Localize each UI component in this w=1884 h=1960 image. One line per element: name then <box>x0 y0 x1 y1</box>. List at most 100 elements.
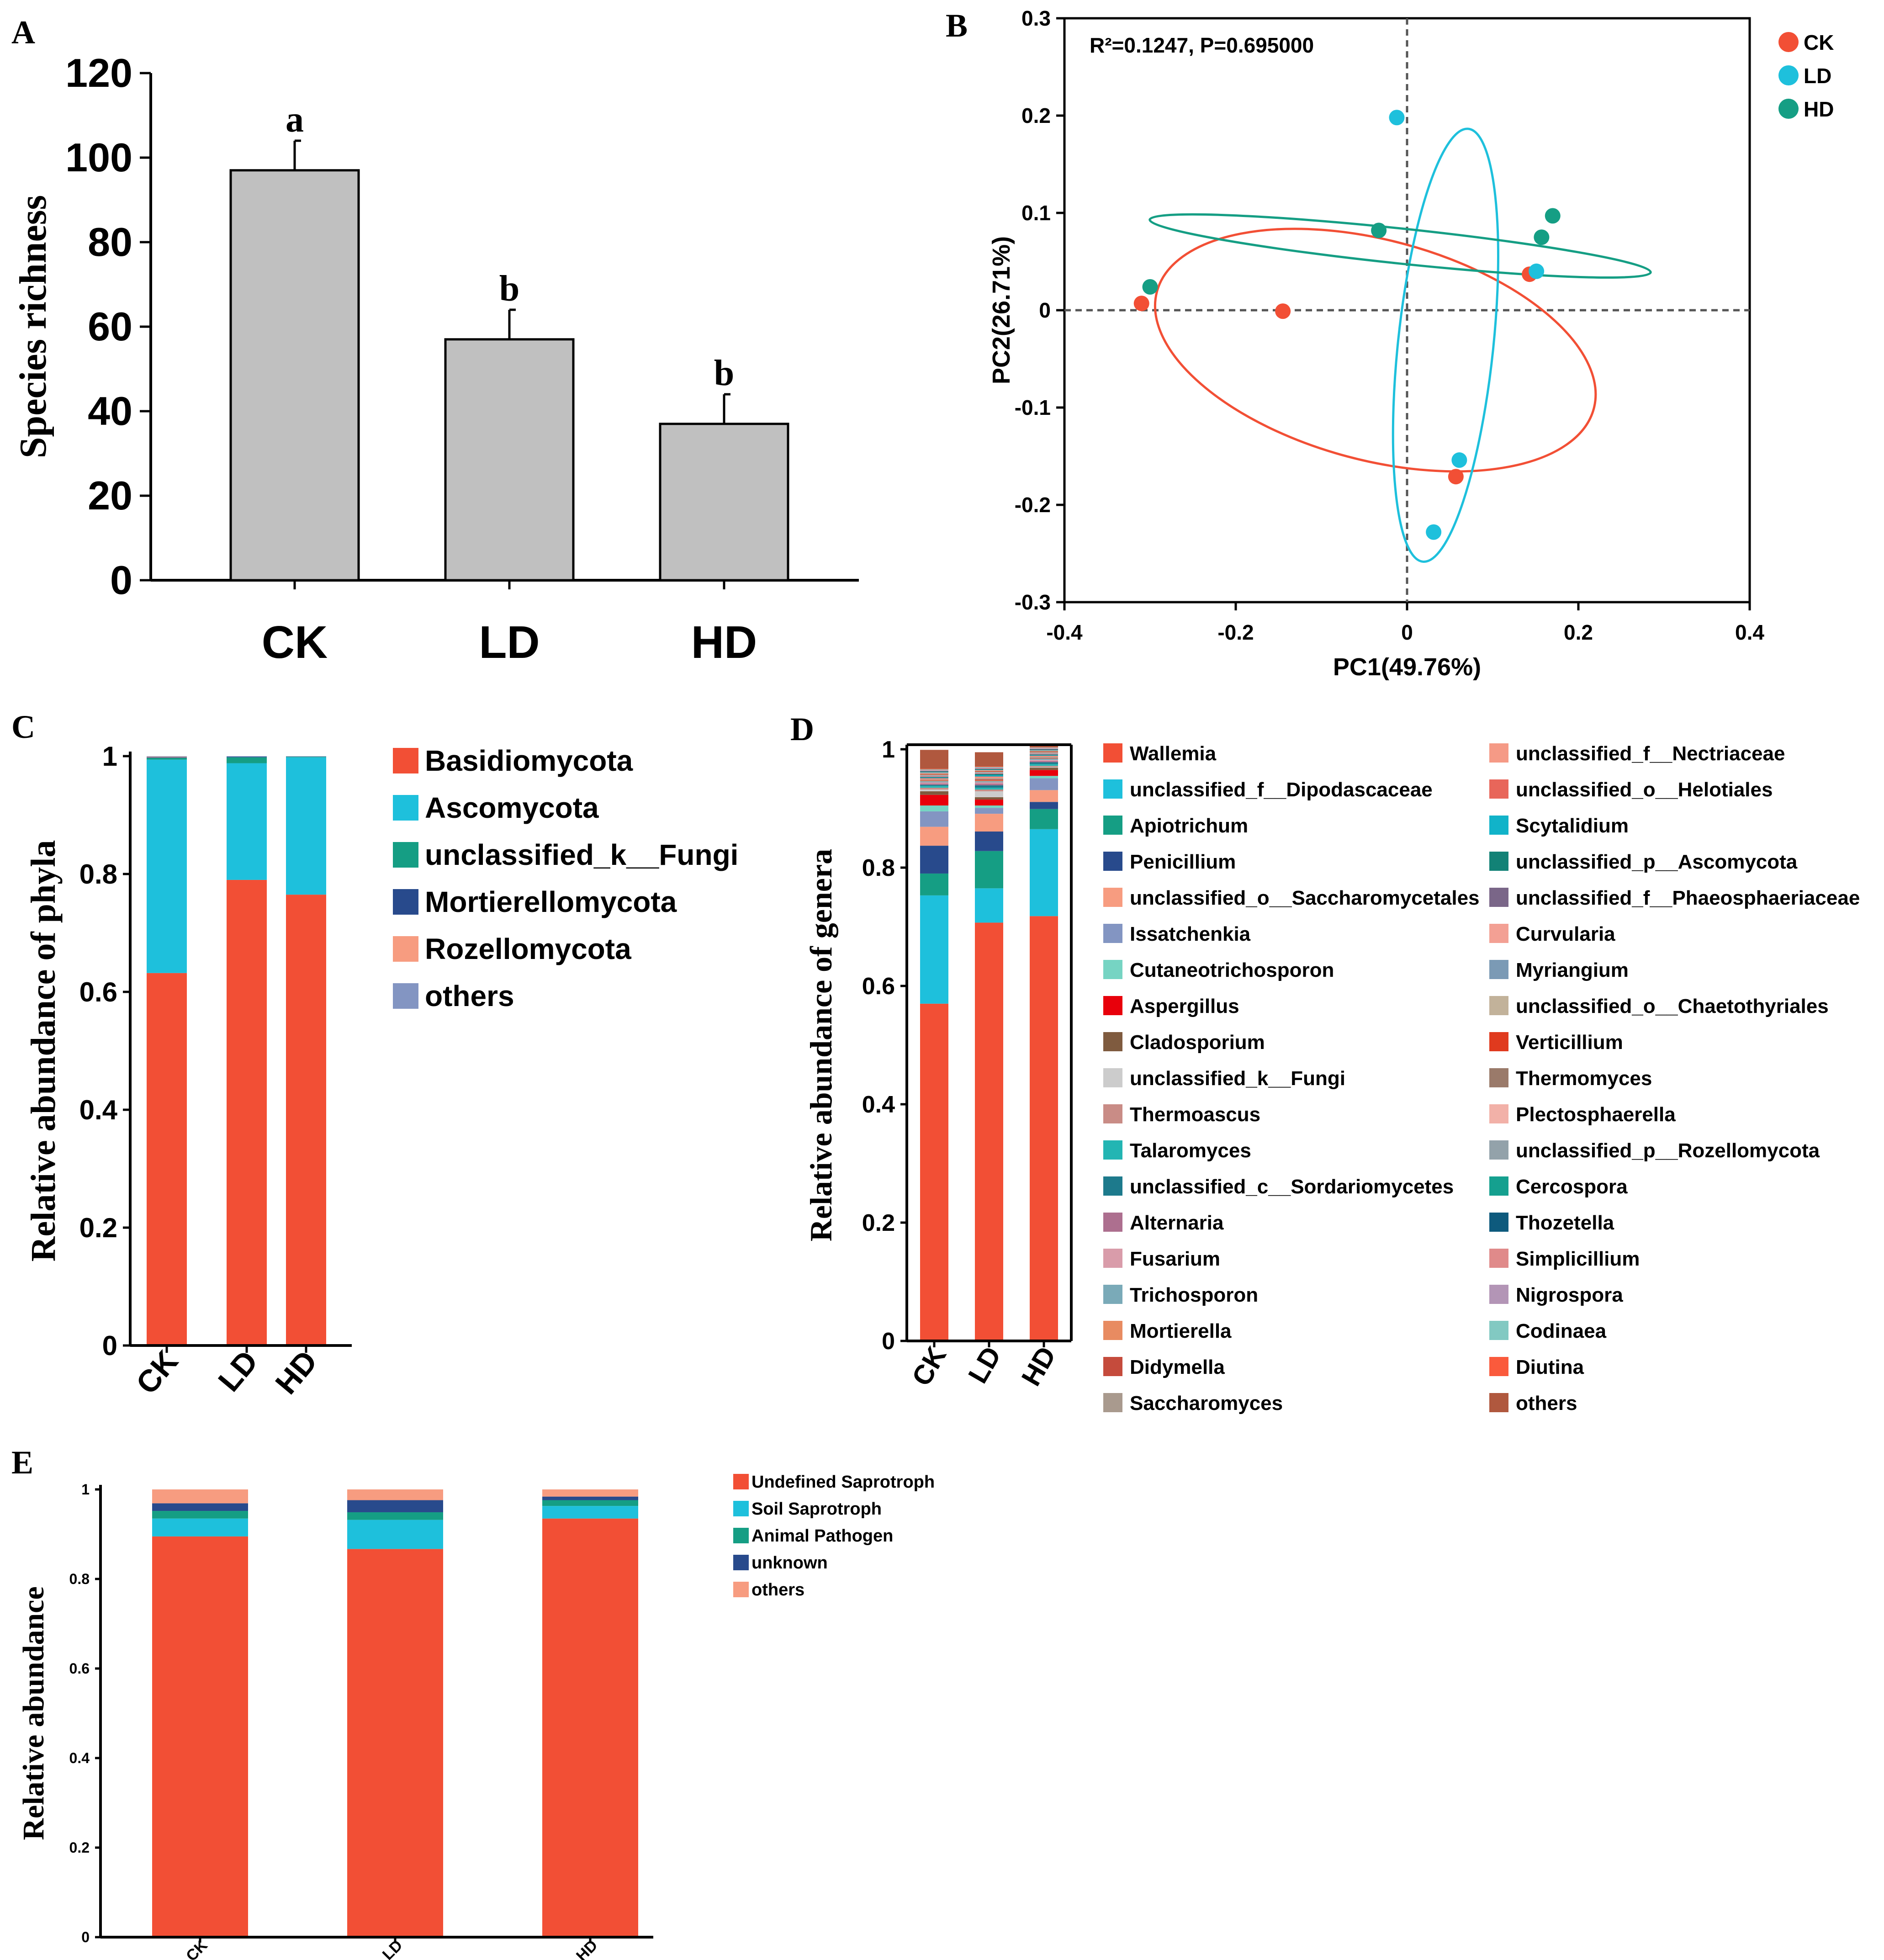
legend-label: Fusarium <box>1130 1248 1220 1270</box>
y-tick-label: 0 <box>81 1929 90 1945</box>
y-tick-label: 60 <box>88 304 132 349</box>
legend-swatch <box>1489 1104 1508 1123</box>
bar-segment-hd <box>1030 766 1058 767</box>
bar-segment-ld <box>975 781 1003 783</box>
bar-segment-hd <box>1030 761 1058 763</box>
bar-segment-ld <box>347 1489 443 1500</box>
legend-label: Penicillium <box>1130 851 1236 873</box>
panel-b-pcoa-chart: -0.4 -0.2 0 0.2 0.4 0.3 0.2 0.1 0 -0.1 -0.2 -0.3 PC1… <box>988 6 1834 681</box>
bar-segment-ld <box>975 791 1003 797</box>
legend-swatch <box>1103 960 1122 979</box>
legend-swatch <box>1489 779 1508 799</box>
x-tick-label: 0.4 <box>1735 620 1764 644</box>
legend-swatch <box>1489 996 1508 1015</box>
y-tick-label: 0 <box>882 1328 895 1355</box>
bar-segment-hd <box>1030 790 1058 802</box>
significance-letter: b <box>499 269 520 309</box>
bar-segment-ck <box>920 769 948 770</box>
legend-label: others <box>425 980 514 1012</box>
y-tick-label: 120 <box>65 50 132 95</box>
bar-segment-ck <box>147 758 187 760</box>
bar-segment-hd <box>1030 760 1058 761</box>
legend-label: HD <box>1804 97 1834 121</box>
legend-label: unclassified_k__Fungi <box>1130 1067 1345 1090</box>
legend-swatch <box>733 1474 749 1489</box>
bar-segment-ck <box>152 1536 248 1937</box>
confidence-ellipse-ld <box>1392 127 1499 563</box>
point-ck <box>1448 469 1464 485</box>
x-tick-label: CK <box>262 617 328 668</box>
legend-swatch <box>1489 1249 1508 1268</box>
bar-segment-ck <box>920 777 948 778</box>
y-axis-title: Relative abundance of genera <box>804 849 838 1241</box>
legend-label: Basidiomycota <box>425 744 633 777</box>
legend-swatch <box>1489 1285 1508 1304</box>
bar-segment-ck <box>147 759 187 973</box>
bar-segment-ck <box>152 1489 248 1504</box>
legend-label: Soil Saprotroph <box>751 1499 882 1519</box>
legend-swatch <box>393 842 418 868</box>
legend-swatch <box>1103 816 1122 835</box>
legend-label: unclassified_k__Fungi <box>425 838 738 871</box>
legend-swatch <box>1489 1213 1508 1232</box>
bar-segment-hd <box>1030 755 1058 756</box>
bar-segment-hd <box>1030 762 1058 764</box>
legend-swatch <box>1103 852 1122 871</box>
legend-label: unclassified_o__Chaetothyriales <box>1516 995 1829 1017</box>
bar-segment-ck <box>920 786 948 788</box>
y-tick-label: 0.6 <box>69 1660 90 1677</box>
bar-segment-ld <box>975 800 1003 806</box>
bar-segment-ld <box>975 773 1003 774</box>
legend-swatch <box>1103 743 1122 763</box>
y-tick-label: 0 <box>1039 298 1051 322</box>
bar-segment-hd <box>542 1518 638 1937</box>
bar-segment-ck <box>920 781 948 783</box>
bar-segment-ld <box>975 832 1003 851</box>
legend-label: unclassified_f__Dipodascaceae <box>1130 779 1433 801</box>
legend-label: Ascomycota <box>425 791 599 824</box>
legend-swatch <box>1103 1104 1122 1123</box>
panel-label-c: C <box>11 709 35 745</box>
legend-swatch <box>1489 924 1508 943</box>
legend-label: Cladosporium <box>1130 1031 1265 1054</box>
bar-segment-ck <box>920 795 948 806</box>
bar-segment-ld <box>975 797 1003 800</box>
panel-label-e: E <box>11 1444 33 1481</box>
legend-swatch <box>1489 888 1508 907</box>
legend-label: Mortierella <box>1130 1320 1232 1342</box>
bar-segment-ck <box>920 778 948 779</box>
bar-segment-ld <box>975 784 1003 785</box>
legend-label: Myriangium <box>1516 959 1629 981</box>
legend-label: Thermomyces <box>1516 1067 1652 1090</box>
y-axis-title: Relative abundance of phyla <box>24 840 63 1262</box>
y-tick-label: 1 <box>102 741 117 772</box>
bar-segment-ck <box>920 846 948 874</box>
legend-label: Thermoascus <box>1130 1103 1260 1126</box>
y-tick-label: 0.8 <box>79 859 117 890</box>
bar-segment-ld <box>227 879 267 1346</box>
bar-segment-hd <box>1030 747 1058 748</box>
bar-ld <box>444 338 575 582</box>
legend-swatch <box>1489 852 1508 871</box>
bar-segment-hd <box>286 757 326 895</box>
legend-label: Cutaneotrichosporon <box>1130 959 1334 981</box>
bar-segment-ck <box>920 773 948 774</box>
bar-segment-ck <box>920 788 948 790</box>
bar-segment-ld <box>975 752 1003 767</box>
bar-segment-ck <box>920 873 948 895</box>
bar-hd <box>659 423 789 582</box>
bar-segment-ld <box>975 805 1003 808</box>
bar-segment-hd <box>1030 764 1058 766</box>
legend-swatch <box>1103 1140 1122 1160</box>
point-ld <box>1529 263 1545 279</box>
x-axis-title: PC1(49.76%) <box>1333 653 1481 681</box>
bar-segment-hd <box>286 895 326 1346</box>
bar-segment-ld <box>975 789 1003 791</box>
bar-segment-ld <box>347 1512 443 1520</box>
legend-label: unclassified_o__Saccharomycetales <box>1130 887 1480 909</box>
legend-label: Aspergillus <box>1130 995 1239 1017</box>
legend-swatch <box>1489 1140 1508 1160</box>
y-tick-label: 0.4 <box>69 1750 90 1766</box>
legend-label: Thozetella <box>1516 1212 1614 1234</box>
